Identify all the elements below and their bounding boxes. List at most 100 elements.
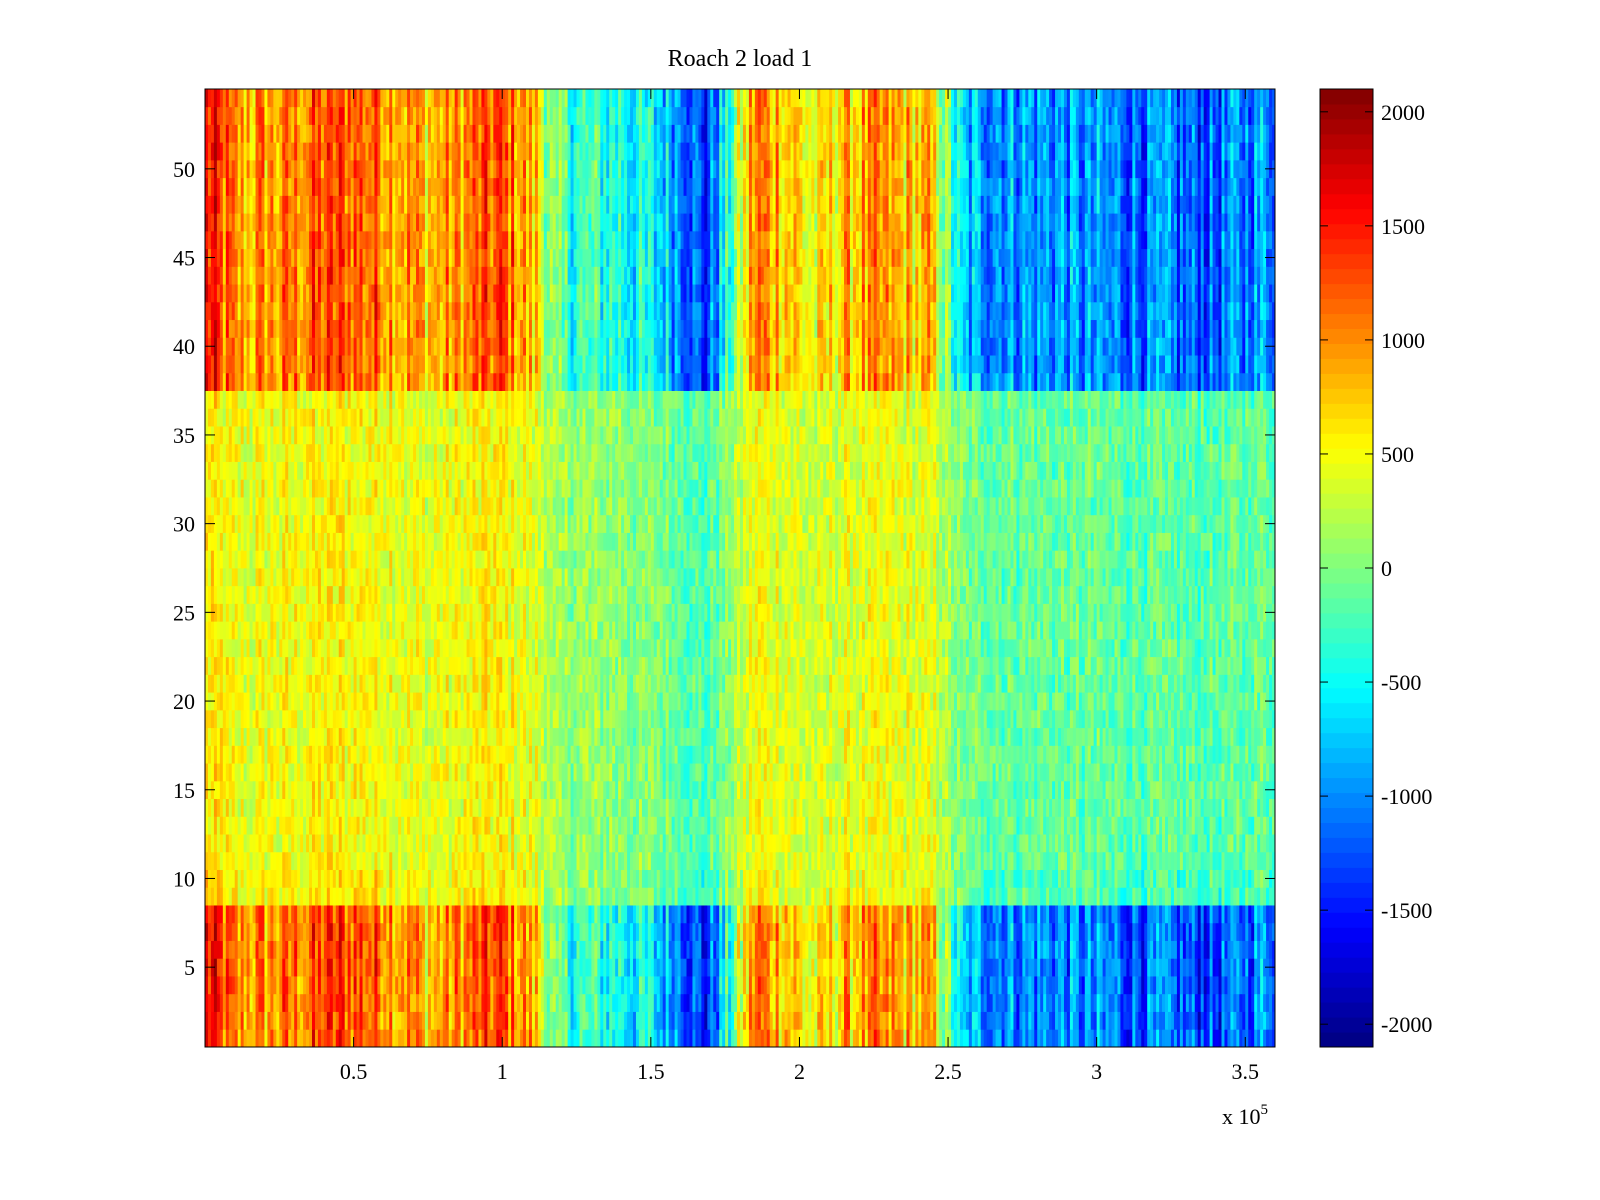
heatmap-cell [959, 869, 964, 888]
heatmap-cell [1099, 958, 1104, 977]
heatmap-cell [1093, 1011, 1098, 1030]
heatmap-cell [965, 922, 970, 941]
heatmap-cell [1069, 816, 1074, 835]
heatmap-cell [719, 993, 723, 1012]
heatmap-cell [1028, 887, 1032, 906]
heatmap-cell [820, 940, 824, 959]
heatmap-cell [526, 993, 530, 1012]
heatmap-cell [365, 834, 369, 853]
heatmap-cell [210, 1011, 215, 1030]
heatmap-cell [701, 1011, 705, 1030]
heatmap-cell [945, 887, 949, 906]
heatmap-cell [389, 798, 393, 817]
heatmap-cell [1147, 976, 1151, 995]
heatmap-cell [1087, 887, 1092, 906]
heatmap-cell [787, 887, 791, 906]
heatmap-cell [731, 1011, 735, 1030]
heatmap-cell [713, 869, 717, 888]
heatmap-cell [1028, 905, 1032, 924]
heatmap-cell [1108, 976, 1112, 995]
heatmap-cell [323, 976, 328, 995]
heatmap-cell [526, 1029, 530, 1048]
heatmap-cell [291, 976, 295, 995]
heatmap-cell [416, 905, 420, 924]
heatmap-cell [520, 958, 524, 977]
heatmap-cell [799, 816, 803, 835]
heatmap-cell [668, 905, 673, 924]
heatmap-cell [695, 887, 699, 906]
heatmap-cell [912, 851, 916, 870]
heatmap-cell [737, 905, 741, 924]
heatmap-cell [644, 993, 649, 1012]
heatmap-cell [1153, 922, 1157, 941]
heatmap-cell [811, 798, 815, 817]
heatmap-cell [222, 1029, 227, 1048]
heatmap-cell [1055, 940, 1059, 959]
heatmap-cell [439, 922, 444, 941]
heatmap-cell [924, 851, 928, 870]
heatmap-cell [567, 1029, 571, 1048]
heatmap-cell [635, 940, 640, 959]
heatmap-cell [457, 940, 462, 959]
heatmap-cell [490, 940, 494, 959]
heatmap-cell [624, 976, 628, 995]
heatmap-cell [725, 851, 729, 870]
heatmap-cell [329, 922, 334, 941]
heatmap-cell [350, 887, 355, 906]
heatmap-cell [540, 958, 545, 977]
heatmap-cell [1236, 905, 1240, 924]
heatmap-cell [829, 869, 833, 888]
heatmap-cell [817, 816, 821, 835]
heatmap-cell [546, 834, 551, 853]
heatmap-cell [1037, 887, 1041, 906]
heatmap-cell [213, 887, 218, 906]
heatmap-cell [341, 798, 346, 817]
heatmap-cell [309, 1011, 313, 1030]
heatmap-cell [1022, 798, 1026, 817]
heatmap-cell [930, 905, 934, 924]
heatmap-cell [356, 1011, 360, 1030]
heatmap-cell [475, 940, 479, 959]
heatmap-cell [439, 851, 444, 870]
heatmap-cell [335, 1011, 340, 1030]
heatmap-cell [383, 816, 387, 835]
heatmap-cell [909, 1011, 913, 1030]
heatmap-cell [891, 851, 895, 870]
heatmap-cell [1165, 940, 1169, 959]
heatmap-cell [1206, 1029, 1211, 1048]
heatmap-cell [490, 958, 494, 977]
heatmap-cell [754, 816, 759, 835]
heatmap-cell [838, 869, 842, 888]
heatmap-cell [401, 887, 405, 906]
heatmap-cell [1260, 958, 1264, 977]
heatmap-cell [546, 816, 551, 835]
heatmap-cell [1194, 869, 1199, 888]
heatmap-cell [546, 905, 551, 924]
heatmap-cell [796, 887, 800, 906]
heatmap-cell [332, 869, 337, 888]
heatmap-cell [282, 887, 286, 906]
heatmap-cell [561, 940, 566, 959]
heatmap-cell [1159, 940, 1163, 959]
heatmap-cell [1102, 798, 1106, 817]
heatmap-cell [1224, 958, 1228, 977]
heatmap-cell [933, 816, 937, 835]
heatmap-cell [1254, 1029, 1258, 1048]
heatmap-cell [1034, 958, 1038, 977]
heatmap-cell [300, 958, 304, 977]
heatmap-cell [205, 976, 209, 995]
heatmap-cell [1153, 958, 1157, 977]
heatmap-cell [701, 834, 705, 853]
heatmap-cell [1052, 816, 1056, 835]
heatmap-cell [216, 851, 221, 870]
heatmap-cell [537, 1029, 542, 1048]
heatmap-cell [731, 816, 735, 835]
heatmap-cell [692, 834, 696, 853]
heatmap-cell [395, 922, 399, 941]
heatmap-cell [903, 1011, 907, 1030]
heatmap-cell [873, 940, 878, 959]
heatmap-cell [701, 1029, 705, 1048]
heatmap-cell [1144, 851, 1148, 870]
heatmap-cell [338, 834, 343, 853]
heatmap-cell [912, 1029, 916, 1048]
